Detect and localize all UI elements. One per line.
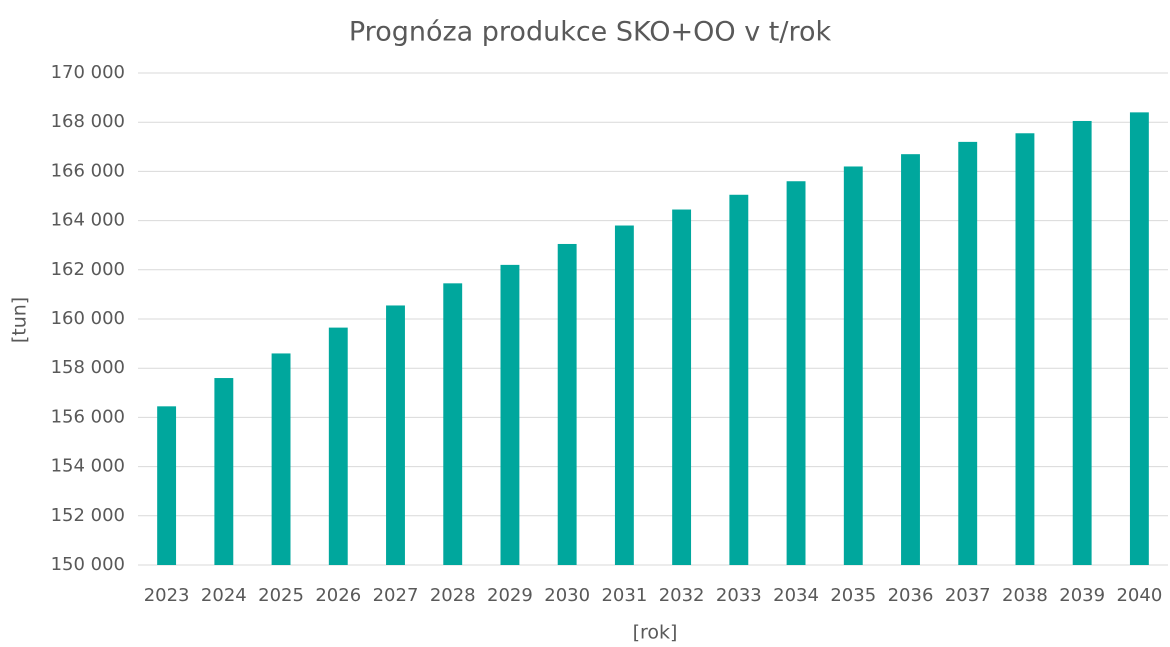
bar xyxy=(614,225,634,565)
chart-title: Prognóza produkce SKO+OO v t/rok xyxy=(349,17,832,48)
bar xyxy=(386,305,405,565)
y-tick-label: 164 000 xyxy=(51,210,125,231)
x-tick-label: 2038 xyxy=(1002,585,1048,606)
x-axis-label: [rok] xyxy=(633,622,678,644)
bar xyxy=(500,264,520,565)
y-tick-label: 150 000 xyxy=(51,554,125,575)
bar xyxy=(214,378,234,565)
x-tick-label: 2039 xyxy=(1059,585,1105,606)
y-axis-label: [tun] xyxy=(9,297,31,343)
bar xyxy=(958,141,978,565)
x-tick-label: 2028 xyxy=(430,585,476,606)
bar xyxy=(672,209,692,565)
x-tick-label: 2024 xyxy=(201,585,247,606)
x-tick-label: 2040 xyxy=(1116,585,1162,606)
x-tick-label: 2029 xyxy=(487,585,533,606)
y-tick-label: 166 000 xyxy=(51,160,125,181)
bar xyxy=(557,243,577,565)
x-tick-label: 2036 xyxy=(888,585,934,606)
bar xyxy=(1072,120,1092,565)
x-tick-label: 2023 xyxy=(144,585,190,606)
x-tick-label: 2026 xyxy=(315,585,361,606)
y-tick-label: 162 000 xyxy=(51,259,125,280)
bar xyxy=(786,181,806,566)
x-tick-label: 2035 xyxy=(830,585,876,606)
y-tick-label: 160 000 xyxy=(51,308,125,329)
x-tick-label: 2034 xyxy=(773,585,819,606)
bar xyxy=(1129,112,1149,566)
x-tick-label: 2031 xyxy=(601,585,647,606)
x-tick-label: 2030 xyxy=(544,585,590,606)
bar xyxy=(271,353,291,565)
y-tick-label: 154 000 xyxy=(51,456,125,477)
y-tick-label: 152 000 xyxy=(51,505,125,526)
y-tick-label: 170 000 xyxy=(51,62,125,83)
x-tick-label: 2033 xyxy=(716,585,762,606)
y-tick-label: 168 000 xyxy=(51,111,125,132)
bar xyxy=(729,194,749,565)
bar xyxy=(901,154,920,565)
bar xyxy=(1015,133,1035,565)
y-tick-label: 156 000 xyxy=(51,406,125,427)
x-tick-label: 2037 xyxy=(945,585,991,606)
bar xyxy=(443,283,463,565)
y-tick-label: 158 000 xyxy=(51,357,125,378)
x-tick-label: 2032 xyxy=(659,585,705,606)
x-tick-label: 2027 xyxy=(373,585,419,606)
bar xyxy=(157,406,177,565)
x-tick-label: 2025 xyxy=(258,585,304,606)
bar xyxy=(328,327,348,565)
bar xyxy=(843,166,863,566)
